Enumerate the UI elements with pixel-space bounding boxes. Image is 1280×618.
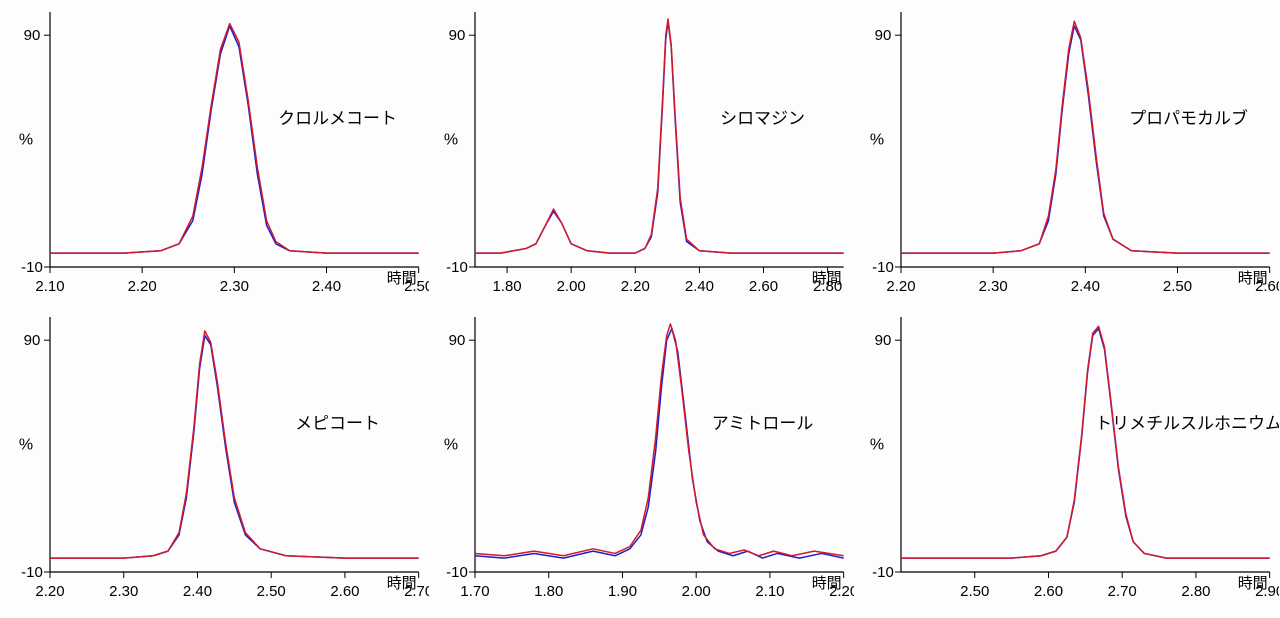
y-tick-label: -10 bbox=[446, 564, 468, 581]
y-tick-label: -10 bbox=[872, 259, 894, 276]
x-tick-label: 2.20 bbox=[128, 278, 157, 295]
x-tick-label: 2.20 bbox=[621, 278, 650, 295]
y-tick-label: 90 bbox=[874, 332, 891, 349]
x-tick-label: 2.60 bbox=[749, 278, 778, 295]
chart-grid: -10 90% 2.10 2.20 2.30 2.40 2.50 時間 クロルメコート -10 90… bbox=[0, 0, 1280, 618]
chart-panel-4: -1090%1.701.801.902.002.102.20時間アミトロール bbox=[427, 309, 852, 614]
x-tick-label: 2.30 bbox=[220, 278, 249, 295]
x-axis-label: 時間 bbox=[812, 270, 842, 287]
axes bbox=[475, 12, 844, 267]
x-axis-label: 時間 bbox=[1237, 575, 1267, 592]
chromatogram-trace-1 bbox=[50, 24, 419, 253]
x-tick-label: 2.40 bbox=[685, 278, 714, 295]
compound-label: メピコート bbox=[295, 414, 380, 433]
y-tick-label: -10 bbox=[872, 564, 894, 581]
chromatogram-trace-1 bbox=[901, 326, 1270, 558]
x-tick-label: 2.50 bbox=[257, 583, 286, 600]
x-tick-label: 1.70 bbox=[461, 583, 490, 600]
y-axis-label: % bbox=[19, 437, 33, 454]
compound-label: シロマジン bbox=[720, 109, 805, 128]
x-tick-label: 2.50 bbox=[960, 583, 989, 600]
x-tick-label: 2.00 bbox=[682, 583, 711, 600]
compound-label: プロパモカルブ bbox=[1129, 108, 1248, 128]
y-tick-label: -10 bbox=[21, 564, 43, 581]
compound-label: トリメチルスルホニウム bbox=[1095, 414, 1280, 433]
chromatogram-trace-1 bbox=[50, 331, 419, 558]
x-tick-label: 2.30 bbox=[109, 583, 138, 600]
y-tick-label: 90 bbox=[449, 27, 466, 44]
y-tick-label: 90 bbox=[449, 332, 466, 349]
axes bbox=[901, 317, 1270, 572]
x-axis-label: 時間 bbox=[812, 575, 842, 592]
chromatogram-trace-0 bbox=[901, 26, 1270, 253]
chromatogram-trace-0 bbox=[475, 21, 844, 253]
chart-panel-3: -1090%2.202.302.402.502.602.70時間メピコート bbox=[2, 309, 427, 614]
y-tick-label: -10 bbox=[21, 259, 43, 276]
chromatogram-trace-0 bbox=[475, 329, 844, 558]
x-tick-label: 2.40 bbox=[183, 583, 212, 600]
x-tick-label: 2.40 bbox=[312, 278, 341, 295]
x-axis-label: 時間 bbox=[1237, 270, 1267, 287]
axes bbox=[50, 317, 419, 572]
y-axis-label: % bbox=[444, 437, 458, 454]
chart-panel-0: -1090%2.102.202.302.402.50時間クロルメコート bbox=[2, 4, 427, 309]
y-tick-label: 90 bbox=[874, 27, 891, 44]
y-tick-label: 90 bbox=[24, 332, 41, 349]
x-tick-label: 2.30 bbox=[978, 278, 1007, 295]
x-tick-label: 2.70 bbox=[1107, 583, 1136, 600]
chromatogram-trace-1 bbox=[475, 324, 844, 556]
compound-label: クロルメコート bbox=[278, 109, 397, 128]
x-axis-label: 時間 bbox=[387, 270, 417, 287]
x-tick-label: 2.60 bbox=[330, 583, 359, 600]
chromatogram-trace-0 bbox=[901, 329, 1270, 558]
axes bbox=[901, 12, 1270, 267]
y-axis-label: % bbox=[19, 132, 33, 149]
y-tick-label: -10 bbox=[446, 259, 468, 276]
y-axis-label: % bbox=[870, 437, 884, 454]
x-tick-label: 2.60 bbox=[1034, 583, 1063, 600]
chromatogram-trace-0 bbox=[50, 26, 419, 253]
chart-panel-1: -1090%1.802.002.202.402.602.80時間シロマジン bbox=[427, 4, 852, 309]
chromatogram-trace-1 bbox=[475, 19, 844, 253]
chromatogram-trace-1 bbox=[901, 21, 1270, 253]
compound-label: アミトロール bbox=[712, 414, 814, 433]
y-tick-label: 90 bbox=[24, 27, 41, 44]
axes bbox=[50, 12, 419, 267]
chart-panel-2: -1090%2.202.302.402.502.60時間プロパモカルブ bbox=[853, 4, 1278, 309]
x-tick-label: 2.00 bbox=[557, 278, 586, 295]
x-tick-label: 2.20 bbox=[886, 278, 915, 295]
x-tick-label: 2.10 bbox=[35, 278, 64, 295]
x-axis-label: 時間 bbox=[387, 575, 417, 592]
x-tick-label: 2.40 bbox=[1070, 278, 1099, 295]
x-tick-label: 2.10 bbox=[756, 583, 785, 600]
x-tick-label: 2.50 bbox=[1163, 278, 1192, 295]
x-tick-label: 1.80 bbox=[534, 583, 563, 600]
chart-panel-5: -1090%2.502.602.702.802.90時間トリメチルスルホニウム bbox=[853, 309, 1278, 614]
x-tick-label: 2.20 bbox=[35, 583, 64, 600]
axes bbox=[475, 317, 844, 572]
x-tick-label: 2.80 bbox=[1181, 583, 1210, 600]
x-tick-label: 1.90 bbox=[608, 583, 637, 600]
chromatogram-trace-0 bbox=[50, 336, 419, 559]
y-axis-label: % bbox=[444, 132, 458, 149]
y-axis-label: % bbox=[870, 132, 884, 149]
x-tick-label: 1.80 bbox=[493, 278, 522, 295]
